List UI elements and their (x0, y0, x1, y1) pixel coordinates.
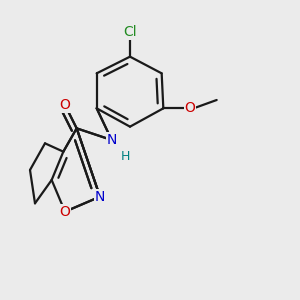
Text: O: O (184, 101, 195, 115)
Text: O: O (60, 205, 70, 219)
Text: H: H (120, 150, 130, 163)
Text: O: O (184, 101, 195, 115)
Text: N: N (106, 133, 117, 147)
Text: Cl: Cl (123, 25, 137, 39)
Text: O: O (60, 98, 70, 112)
Text: Cl: Cl (123, 25, 137, 39)
Text: O: O (60, 98, 70, 112)
Text: O: O (60, 205, 70, 219)
Text: N: N (95, 190, 105, 204)
Text: N: N (95, 190, 105, 204)
Text: H: H (120, 150, 130, 163)
Text: N: N (106, 133, 117, 147)
